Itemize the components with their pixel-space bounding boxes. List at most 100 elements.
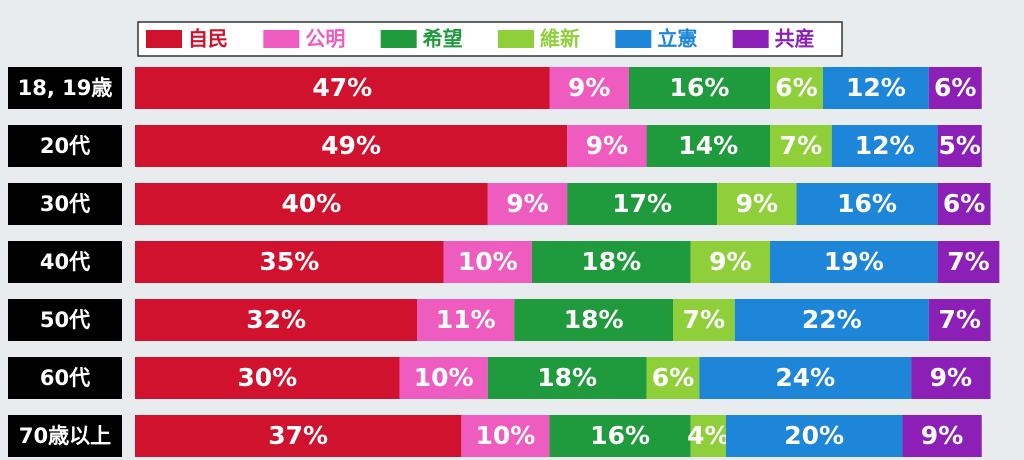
value-label: 18%	[537, 363, 597, 392]
bar-segment	[487, 183, 568, 225]
value-label: 17%	[612, 189, 672, 218]
bar-segment	[928, 299, 991, 341]
category-box	[8, 357, 122, 399]
category-label: 70歳以上	[19, 424, 111, 448]
bar-segment	[690, 415, 726, 457]
bar-segment	[399, 357, 488, 399]
value-label: 19%	[824, 247, 884, 276]
legend-label: 維新	[540, 27, 580, 51]
value-label: 7%	[780, 131, 822, 160]
value-label: 37%	[268, 421, 328, 450]
bar-segment	[822, 67, 929, 109]
category-box	[8, 415, 122, 457]
value-label: 9%	[709, 247, 751, 276]
bar-segment	[770, 125, 832, 167]
value-label: 7%	[683, 305, 725, 334]
bar-segment	[443, 241, 532, 283]
bar-segment	[135, 357, 400, 399]
bar-segment	[770, 67, 823, 109]
bar-segment	[831, 125, 938, 167]
category-label: 50代	[40, 308, 90, 332]
value-label: 30%	[237, 363, 297, 392]
value-label: 9%	[506, 189, 548, 218]
bar-segment	[673, 299, 735, 341]
bar-segment	[646, 357, 700, 399]
bar-segment	[937, 125, 982, 167]
value-label: 5%	[938, 131, 980, 160]
bar-segment	[531, 241, 691, 283]
bar-segment	[717, 183, 797, 225]
bar-segment	[928, 67, 982, 109]
bar-segment	[646, 125, 771, 167]
bar-segment	[628, 67, 771, 109]
legend-label: 立憲	[657, 27, 697, 51]
value-label: 12%	[855, 131, 915, 160]
bar-segment	[135, 241, 444, 283]
bar-segment	[911, 357, 991, 399]
legend-swatch	[380, 30, 417, 48]
bar-segment	[135, 415, 462, 457]
bar-segment	[567, 125, 647, 167]
bar-segment	[135, 67, 550, 109]
legend-label: 自民	[188, 27, 228, 51]
value-label: 9%	[568, 73, 610, 102]
bar-segment	[461, 415, 550, 457]
value-label: 10%	[414, 363, 474, 392]
value-label: 32%	[246, 305, 306, 334]
value-label: 6%	[934, 73, 976, 102]
bar-segment	[770, 241, 938, 283]
legend-label: 希望	[423, 27, 463, 51]
legend-swatch	[732, 30, 769, 48]
value-label: 16%	[837, 189, 897, 218]
category-label: 20代	[40, 134, 90, 158]
value-label: 7%	[947, 247, 989, 276]
value-label: 10%	[458, 247, 518, 276]
bar-segment	[725, 415, 903, 457]
bar-segment	[567, 183, 718, 225]
bar-segment	[937, 241, 1000, 283]
value-label: 24%	[775, 363, 835, 392]
value-label: 11%	[436, 305, 496, 334]
bar-segment	[135, 183, 488, 225]
bar-segment	[902, 415, 982, 457]
category-box	[8, 183, 122, 225]
bar-segment	[417, 299, 515, 341]
value-label: 18%	[581, 247, 641, 276]
bar-segment	[734, 299, 929, 341]
value-label: 9%	[586, 131, 628, 160]
bar-segment	[549, 415, 691, 457]
value-label: 47%	[312, 73, 372, 102]
value-label: 6%	[652, 363, 694, 392]
category-label: 60代	[40, 366, 90, 390]
value-label: 9%	[930, 363, 972, 392]
value-label: 16%	[670, 73, 730, 102]
bar-segment	[135, 299, 418, 341]
bar-segment	[699, 357, 912, 399]
category-label: 18, 19歳	[18, 76, 113, 100]
value-label: 18%	[564, 305, 624, 334]
value-label: 7%	[938, 305, 980, 334]
legend-label: 共産	[775, 27, 815, 51]
value-label: 4%	[687, 421, 729, 450]
value-label: 22%	[802, 305, 862, 334]
category-label: 30代	[40, 192, 90, 216]
value-label: 9%	[736, 189, 778, 218]
value-label: 35%	[259, 247, 319, 276]
bar-segment	[796, 183, 938, 225]
legend-swatch	[615, 30, 652, 48]
value-label: 14%	[678, 131, 738, 160]
legend-label: 公明	[305, 27, 345, 51]
value-label: 20%	[784, 421, 844, 450]
category-label: 40代	[40, 250, 90, 274]
value-label: 12%	[846, 73, 906, 102]
value-label: 6%	[775, 73, 817, 102]
bar-segment	[690, 241, 771, 283]
legend-swatch	[263, 30, 300, 48]
value-label: 16%	[590, 421, 650, 450]
value-label: 49%	[321, 131, 381, 160]
value-label: 10%	[476, 421, 536, 450]
bar-segment	[937, 183, 991, 225]
category-box	[8, 125, 122, 167]
category-box	[8, 241, 122, 283]
